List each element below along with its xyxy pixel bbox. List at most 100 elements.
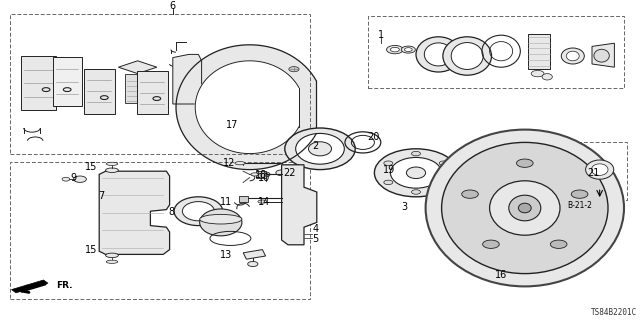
Ellipse shape xyxy=(416,37,461,72)
Ellipse shape xyxy=(531,70,544,77)
Text: 16: 16 xyxy=(495,269,508,280)
Ellipse shape xyxy=(106,162,118,165)
Ellipse shape xyxy=(586,160,614,179)
Text: TS84B2201C: TS84B2201C xyxy=(591,308,637,317)
Ellipse shape xyxy=(426,130,624,286)
Ellipse shape xyxy=(153,97,161,100)
Ellipse shape xyxy=(289,143,299,148)
Text: 7: 7 xyxy=(98,191,104,201)
Text: 14: 14 xyxy=(258,197,271,207)
Text: FR.: FR. xyxy=(56,281,73,290)
Bar xyxy=(10,14,310,154)
Bar xyxy=(256,171,266,178)
Ellipse shape xyxy=(42,88,50,92)
Text: 20: 20 xyxy=(367,132,380,142)
Bar xyxy=(20,56,56,110)
Bar xyxy=(84,69,115,114)
Ellipse shape xyxy=(404,48,412,52)
Text: 19: 19 xyxy=(383,165,396,175)
Polygon shape xyxy=(282,165,317,245)
Ellipse shape xyxy=(542,74,552,80)
Bar xyxy=(52,57,82,106)
Ellipse shape xyxy=(261,172,270,177)
Polygon shape xyxy=(195,61,299,154)
Ellipse shape xyxy=(63,88,71,92)
Ellipse shape xyxy=(591,164,608,175)
Ellipse shape xyxy=(424,43,452,66)
Ellipse shape xyxy=(289,67,299,72)
Ellipse shape xyxy=(412,151,420,156)
Bar xyxy=(239,196,248,202)
Ellipse shape xyxy=(235,162,245,165)
Text: 3: 3 xyxy=(401,202,408,212)
Bar xyxy=(137,71,168,114)
Text: 12: 12 xyxy=(223,157,236,168)
Text: 17: 17 xyxy=(226,120,239,131)
Text: B-21-2: B-21-2 xyxy=(567,201,591,210)
Ellipse shape xyxy=(384,161,393,165)
Ellipse shape xyxy=(483,240,499,248)
Ellipse shape xyxy=(106,260,118,263)
Ellipse shape xyxy=(308,142,332,156)
Ellipse shape xyxy=(174,197,223,226)
Text: 21: 21 xyxy=(588,168,600,179)
Ellipse shape xyxy=(258,200,267,203)
Text: 5: 5 xyxy=(312,234,319,244)
Ellipse shape xyxy=(572,190,588,198)
Ellipse shape xyxy=(442,142,608,274)
Polygon shape xyxy=(243,250,266,259)
Ellipse shape xyxy=(490,181,560,235)
Text: 8: 8 xyxy=(168,207,175,217)
Ellipse shape xyxy=(594,49,609,62)
Bar xyxy=(368,16,624,88)
Polygon shape xyxy=(12,280,48,293)
Ellipse shape xyxy=(561,48,584,64)
Text: 2: 2 xyxy=(312,140,319,151)
Text: 13: 13 xyxy=(220,250,232,260)
Text: 4: 4 xyxy=(312,224,319,235)
Ellipse shape xyxy=(509,195,541,221)
Text: 1: 1 xyxy=(378,29,384,40)
Ellipse shape xyxy=(461,190,478,198)
Text: 15: 15 xyxy=(85,245,98,255)
Ellipse shape xyxy=(387,45,403,54)
Text: 15: 15 xyxy=(85,162,98,172)
Text: 18: 18 xyxy=(255,170,268,180)
Text: 11: 11 xyxy=(220,197,232,207)
Ellipse shape xyxy=(412,190,420,194)
Polygon shape xyxy=(592,43,614,67)
Text: 10: 10 xyxy=(258,173,271,183)
Ellipse shape xyxy=(550,240,567,248)
Text: 22: 22 xyxy=(284,168,296,179)
Ellipse shape xyxy=(518,203,531,213)
Ellipse shape xyxy=(384,180,393,185)
Bar xyxy=(573,142,627,200)
Ellipse shape xyxy=(451,43,483,69)
Bar xyxy=(125,74,149,103)
Ellipse shape xyxy=(200,209,242,236)
Ellipse shape xyxy=(296,133,344,164)
Ellipse shape xyxy=(74,176,86,182)
Ellipse shape xyxy=(443,37,492,75)
Ellipse shape xyxy=(200,214,242,224)
Text: 6: 6 xyxy=(170,1,176,11)
Ellipse shape xyxy=(182,202,214,221)
Ellipse shape xyxy=(516,159,533,167)
Text: 9: 9 xyxy=(70,173,77,183)
Ellipse shape xyxy=(390,157,442,188)
Ellipse shape xyxy=(62,177,70,181)
Ellipse shape xyxy=(248,261,258,267)
Bar xyxy=(10,162,310,299)
Ellipse shape xyxy=(276,170,287,176)
Polygon shape xyxy=(173,54,202,104)
Ellipse shape xyxy=(251,173,259,176)
Polygon shape xyxy=(176,45,316,170)
Ellipse shape xyxy=(439,180,448,185)
Ellipse shape xyxy=(390,47,399,52)
Ellipse shape xyxy=(566,51,579,61)
Ellipse shape xyxy=(401,46,415,53)
Ellipse shape xyxy=(406,167,426,179)
Ellipse shape xyxy=(285,128,355,170)
Polygon shape xyxy=(118,61,157,74)
Ellipse shape xyxy=(100,96,108,100)
